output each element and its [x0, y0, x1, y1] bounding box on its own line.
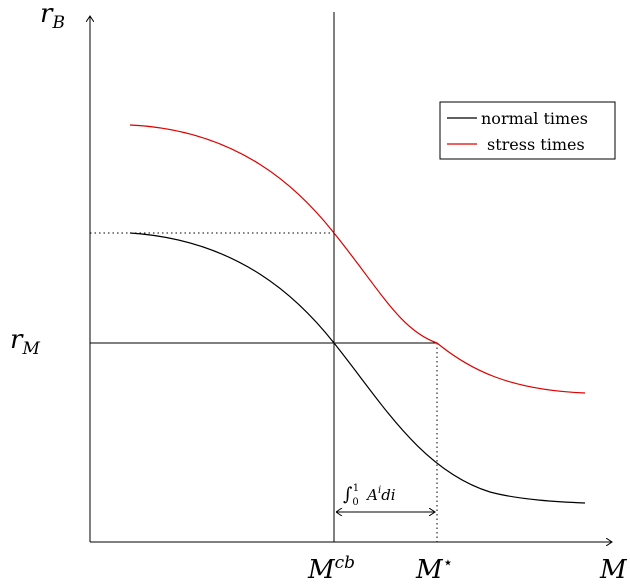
m-star-label: M⋆ [415, 553, 453, 584]
normal-times-curve [129, 232, 586, 504]
legend-normal-label: normal times [481, 109, 588, 128]
y-axis-label: rB [40, 0, 65, 33]
r-m-label: rM [10, 325, 40, 359]
legend-box [439, 101, 616, 160]
stress-times-curve [129, 124, 586, 394]
integral-annotation: ∫01 Aidi [343, 483, 396, 508]
legend-stress-label: stress times [487, 135, 585, 154]
legend: normal times stress times [439, 101, 616, 160]
m-cb-label: Mcb [307, 553, 355, 584]
x-axis-label: M [599, 555, 628, 584]
